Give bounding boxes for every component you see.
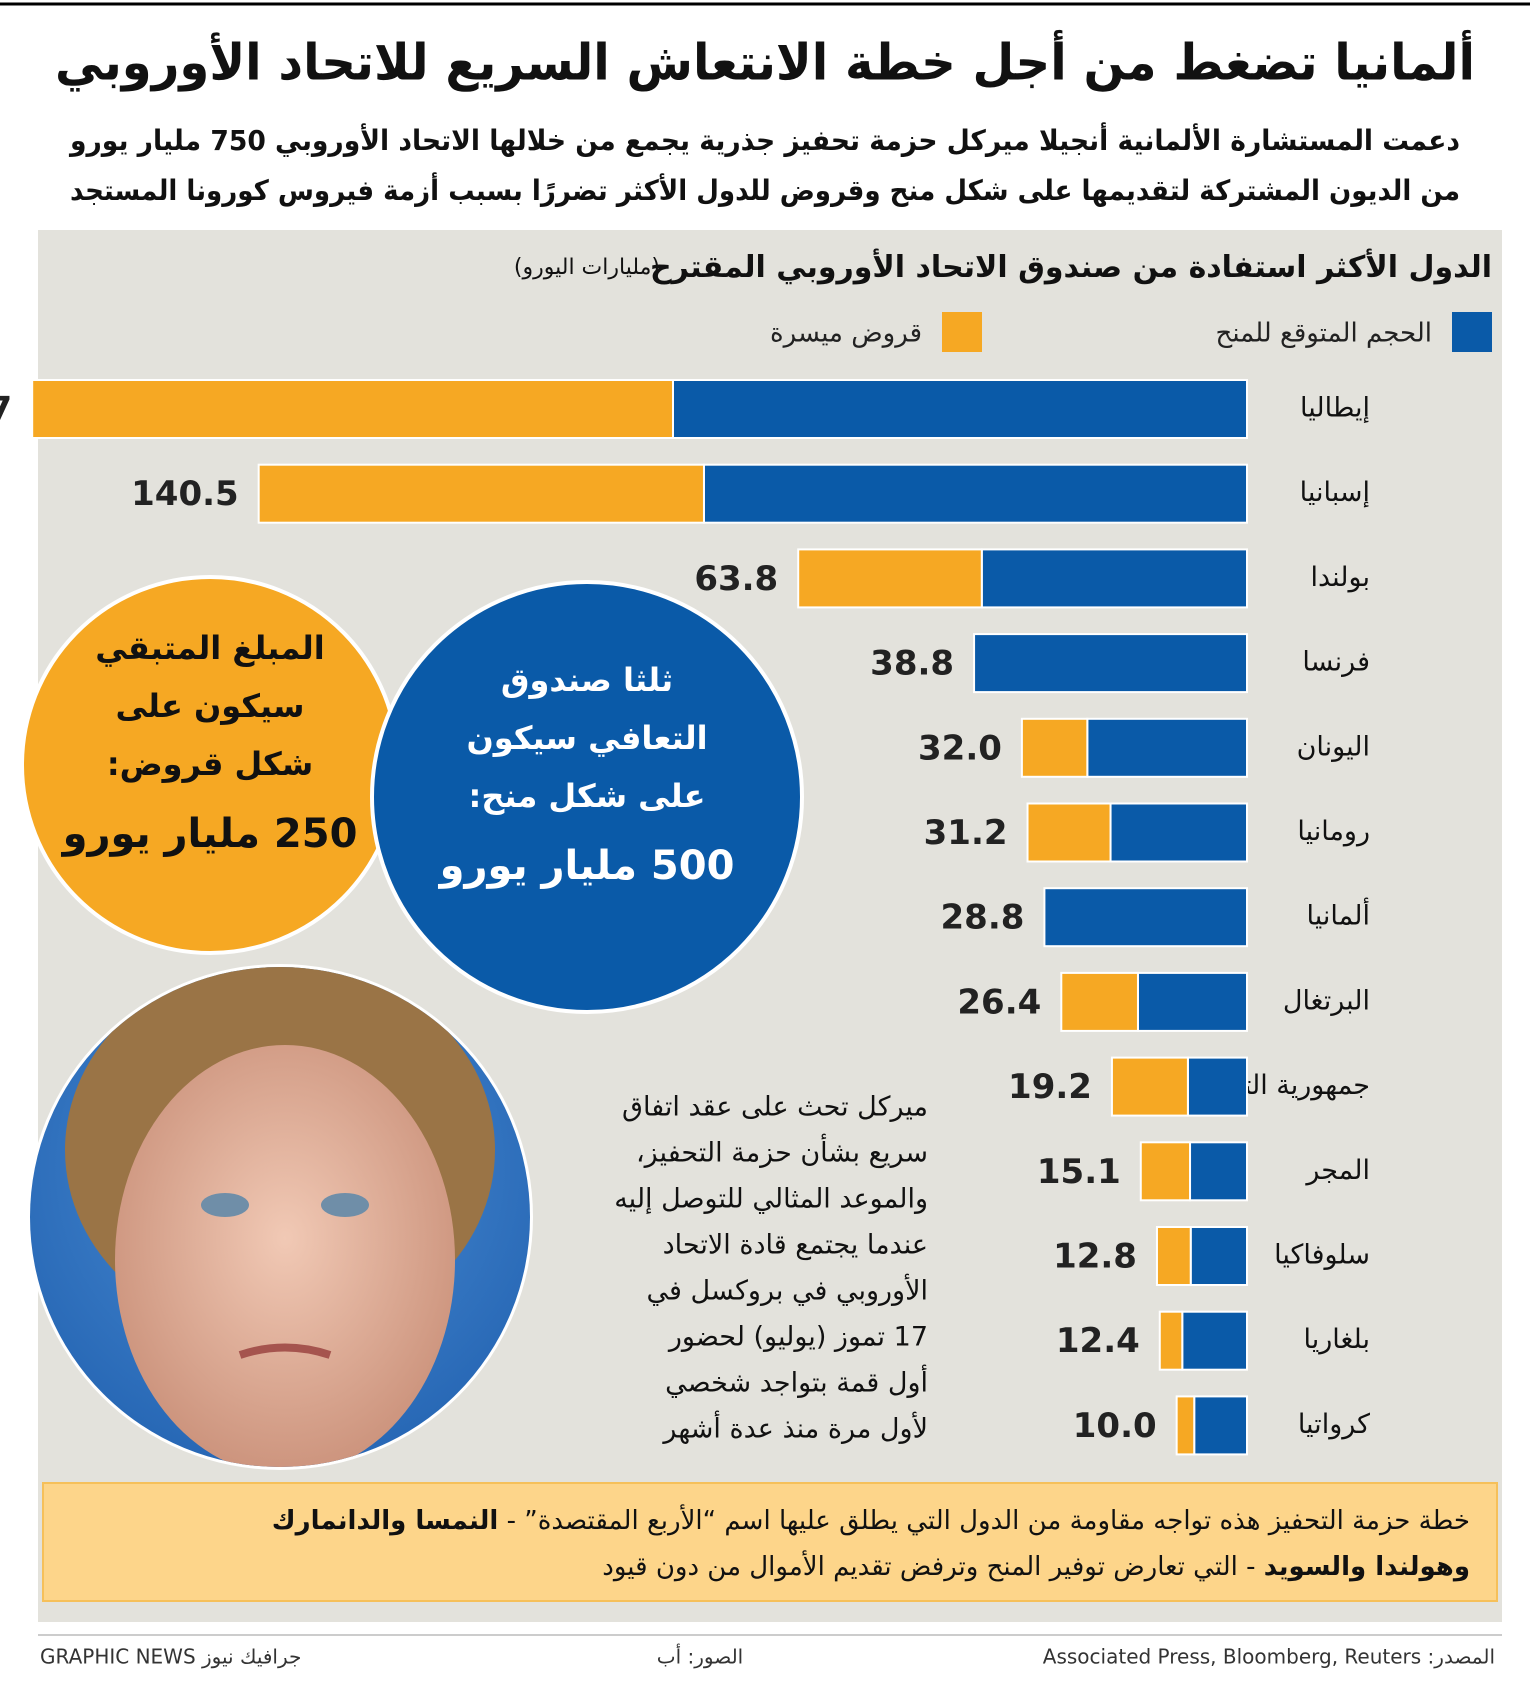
- side-text: لأول مرة منذ عدة أشهر: [661, 1410, 928, 1445]
- category-label: بولندا: [1310, 562, 1370, 593]
- value-label: 12.8: [1053, 1237, 1137, 1277]
- callout-text: على شكل منح:: [469, 777, 706, 815]
- bar-segment: [1026, 802, 1112, 863]
- credit: جرافيك نيوز GRAPHIC NEWS: [40, 1645, 301, 1669]
- bar-segment: [702, 463, 1248, 524]
- callout-text: ثلثا صندوق: [501, 661, 673, 699]
- bar-segment: [973, 633, 1248, 694]
- photo-mouth: [238, 1343, 332, 1359]
- bar-segment: [672, 379, 1248, 439]
- bar-segment: [1189, 1226, 1248, 1286]
- legend-swatch: [942, 312, 982, 352]
- side-text: ميركل تحث على عقد اتفاق: [622, 1092, 928, 1123]
- callout-text: شكل قروض:: [107, 745, 313, 783]
- category-label: رومانيا: [1297, 816, 1370, 847]
- bar-segment: [1109, 802, 1249, 863]
- unit-label: (مليارات اليورو): [514, 255, 660, 280]
- category-label: إسبانيا: [1300, 477, 1370, 508]
- callout-text: 250 مليار يورو: [61, 811, 358, 857]
- legend-swatch: [1452, 312, 1492, 352]
- chart-heading: الدول الأكثر استفادة من صندوق الاتحاد ال…: [514, 248, 1492, 285]
- callout-text: 500 مليار يورو: [438, 843, 735, 889]
- category-label: المجر: [1304, 1155, 1370, 1186]
- side-text: الأوروبي في بروكسل في: [647, 1273, 928, 1307]
- note-box: [42, 1482, 1498, 1602]
- value-label: 63.8: [694, 559, 778, 599]
- photo-eye: [201, 1193, 249, 1217]
- side-text: عندما يجتمع قادة الاتحاد: [663, 1230, 928, 1261]
- side-text: والموعد المثالي للتوصل إليه: [614, 1184, 928, 1215]
- bar-segment: [1186, 1056, 1248, 1117]
- bar-segment: [1020, 717, 1089, 778]
- chart-heading-text: الدول الأكثر استفادة من صندوق الاتحاد ال…: [650, 248, 1492, 285]
- note-text: النمسا والدانمارك: [272, 1506, 499, 1536]
- bar-segment: [1136, 971, 1249, 1032]
- value-label: 15.1: [1037, 1152, 1121, 1192]
- bar-segment: [1158, 1310, 1184, 1371]
- chart-title: ألمانيا تضغط من أجل خطة الانتعاش السريع …: [55, 30, 1475, 93]
- bar-segment: [1175, 1395, 1196, 1456]
- photo-face: [115, 1045, 455, 1467]
- photo-eye: [321, 1193, 369, 1217]
- bar-segment: [1181, 1310, 1248, 1371]
- note-text: وهولندا والسويد: [1264, 1552, 1470, 1582]
- value-label: 38.8: [870, 644, 954, 684]
- callout-text: سيكون على: [116, 687, 305, 725]
- bar-segment: [797, 548, 983, 609]
- side-text: 17 تموز (يوليو) لحضور: [667, 1322, 928, 1353]
- bar-segment: [1139, 1141, 1192, 1202]
- value-label: 31.2: [924, 813, 1008, 853]
- value-label: 32.0: [918, 728, 1002, 768]
- bar-segment: [1193, 1395, 1248, 1456]
- bar-segment: [257, 463, 705, 524]
- value-label: 12.4: [1056, 1321, 1140, 1361]
- source: المصدر: Associated Press, Bloomberg, Reu…: [1043, 1645, 1495, 1669]
- bar-segment: [1043, 887, 1249, 948]
- bar-segment: [1189, 1141, 1249, 1202]
- subtitle: دعمت المستشارة الألمانية أنجيلا ميركل حز…: [68, 122, 1460, 157]
- category-label: إيطاليا: [1300, 393, 1370, 424]
- legend-label: الحجم المتوقع للمنح: [1216, 319, 1432, 349]
- note-text: - التي تعارض توفير المنح وترفض تقديم الأ…: [602, 1549, 1264, 1582]
- value-label: 28.8: [941, 898, 1025, 938]
- category-label: ألمانيا: [1307, 897, 1370, 932]
- category-label: كرواتيا: [1298, 1409, 1370, 1440]
- photo-credit: الصور: أب: [657, 1644, 743, 1669]
- bar-segment: [1086, 717, 1248, 778]
- photo: [27, 964, 533, 1470]
- category-label: فرنسا: [1302, 647, 1370, 678]
- value-label: 10.0: [1073, 1406, 1157, 1446]
- bar-segment: [31, 379, 675, 439]
- subtitle: من الديون المشتركة لتقديمها على شكل منح …: [70, 172, 1460, 207]
- callout-circle: [370, 580, 804, 1014]
- value-label: 140.5: [131, 474, 239, 514]
- bar-segment: [1060, 971, 1139, 1032]
- category-label: سلوفاكيا: [1274, 1240, 1370, 1271]
- note-line: وهولندا والسويد - التي تعارض توفير المنح…: [602, 1549, 1470, 1582]
- note-text: خطة حزمة التحفيز هذه تواجه مقاومة من الد…: [498, 1503, 1470, 1536]
- callout-text: المبلغ المتبقي: [95, 629, 325, 667]
- value-label: 172.7: [0, 390, 12, 430]
- value-label: 19.2: [1008, 1067, 1092, 1107]
- side-text: سريع بشأن حزمة التحفيز،: [636, 1133, 928, 1169]
- note-line: خطة حزمة التحفيز هذه تواجه مقاومة من الد…: [272, 1503, 1470, 1536]
- bar-segment: [1110, 1056, 1189, 1117]
- category-label: اليونان: [1297, 731, 1370, 762]
- category-label: بلغاريا: [1304, 1324, 1371, 1355]
- bar-segment: [980, 548, 1248, 609]
- side-text: أول قمة بتواجد شخصي: [665, 1364, 928, 1399]
- legend-label: قروض ميسرة: [770, 319, 922, 349]
- callout-text: التعافي سيكون: [466, 719, 707, 757]
- category-label: البرتغال: [1283, 985, 1370, 1016]
- bar-segment: [1155, 1226, 1192, 1286]
- value-label: 26.4: [957, 982, 1041, 1022]
